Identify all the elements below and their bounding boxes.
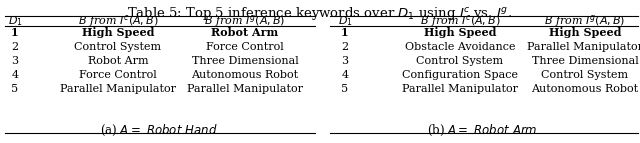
Text: Table 5: Top 5 inference keywords over $D_1$ using $I^c$ vs. $I^g$.: Table 5: Top 5 inference keywords over $… — [127, 5, 513, 22]
Text: Control System: Control System — [74, 42, 161, 52]
Text: Three Dimensional: Three Dimensional — [532, 56, 638, 66]
Text: Force Control: Force Control — [206, 42, 284, 52]
Text: Control System: Control System — [541, 70, 628, 80]
Text: 4: 4 — [12, 70, 19, 80]
Text: Parallel Manipulator: Parallel Manipulator — [402, 84, 518, 94]
Text: $D_1$: $D_1$ — [337, 14, 353, 28]
Text: (b) $A =$ $\it{Robot\ Arm.}$: (b) $A =$ $\it{Robot\ Arm.}$ — [427, 123, 541, 138]
Text: 1: 1 — [11, 27, 19, 38]
Text: High Speed: High Speed — [548, 27, 621, 38]
Text: Configuration Space: Configuration Space — [402, 70, 518, 80]
Text: $B$ from $I^c(A,B)$: $B$ from $I^c(A,B)$ — [420, 13, 500, 29]
Text: High Speed: High Speed — [82, 27, 154, 38]
Text: Parallel Manipulator: Parallel Manipulator — [187, 84, 303, 94]
Text: 1: 1 — [341, 27, 349, 38]
Text: $D_1$: $D_1$ — [8, 14, 22, 28]
Text: Force Control: Force Control — [79, 70, 157, 80]
Text: High Speed: High Speed — [424, 27, 496, 38]
Text: $B$ from $I^g(A,B)$: $B$ from $I^g(A,B)$ — [204, 13, 285, 29]
Text: Robot Arm: Robot Arm — [211, 27, 278, 38]
Text: Robot Arm: Robot Arm — [88, 56, 148, 66]
Text: Parallel Manipulator: Parallel Manipulator — [527, 42, 640, 52]
Text: 2: 2 — [12, 42, 19, 52]
Text: Autonomous Robot: Autonomous Robot — [531, 84, 639, 94]
Text: Control System: Control System — [417, 56, 504, 66]
Text: Autonomous Robot: Autonomous Robot — [191, 70, 299, 80]
Text: Parallel Manipulator: Parallel Manipulator — [60, 84, 176, 94]
Text: 5: 5 — [341, 84, 349, 94]
Text: $B$ from $I^c(A,B)$: $B$ from $I^c(A,B)$ — [77, 13, 158, 29]
Text: 3: 3 — [12, 56, 19, 66]
Text: Three Dimensional: Three Dimensional — [191, 56, 298, 66]
Text: 3: 3 — [341, 56, 349, 66]
Text: 2: 2 — [341, 42, 349, 52]
Text: Obstacle Avoidance: Obstacle Avoidance — [404, 42, 515, 52]
Text: (a) $A =$ $\it{Robot\ Hand.}$: (a) $A =$ $\it{Robot\ Hand.}$ — [100, 123, 220, 138]
Text: 4: 4 — [341, 70, 349, 80]
Text: 5: 5 — [12, 84, 19, 94]
Text: $B$ from $I^g(A,B)$: $B$ from $I^g(A,B)$ — [544, 13, 626, 29]
